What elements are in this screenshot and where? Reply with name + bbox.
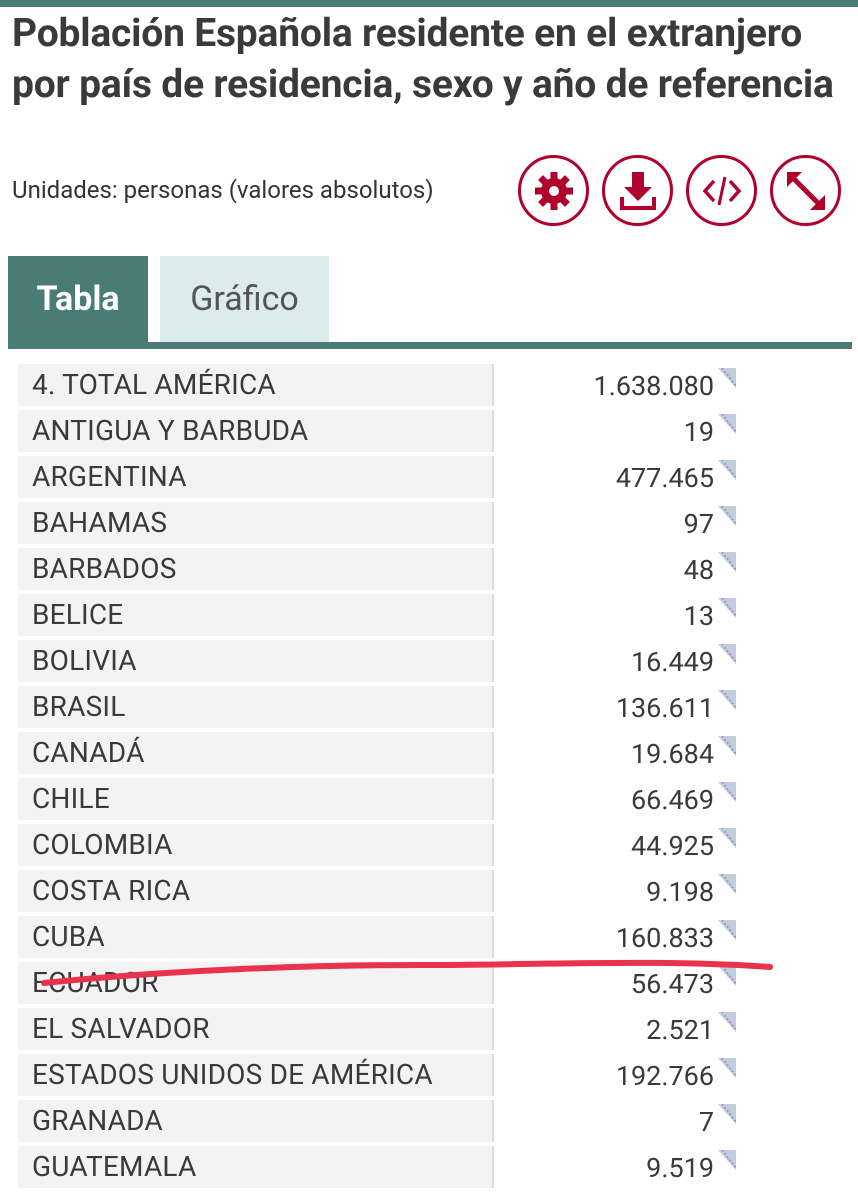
units-label: Unidades: personas (valores absolutos) <box>12 176 434 204</box>
table-row: BRASIL 136.611 <box>18 684 778 730</box>
info-flag-icon[interactable] <box>718 414 736 434</box>
info-flag-icon[interactable] <box>718 1104 736 1124</box>
row-value: 477.465 <box>615 462 714 494</box>
row-value: 19.684 <box>631 738 714 770</box>
info-flag-icon[interactable] <box>718 828 736 848</box>
row-label: BOLIVIA <box>18 640 494 682</box>
row-label: BELICE <box>18 594 494 636</box>
table-row: BAHAMAS 97 <box>18 500 778 546</box>
settings-button[interactable] <box>518 155 589 226</box>
info-flag-icon[interactable] <box>718 966 736 986</box>
info-flag-icon[interactable] <box>718 690 736 710</box>
info-flag-icon[interactable] <box>718 736 736 756</box>
row-value: 7 <box>698 1106 714 1138</box>
row-label: CHILE <box>18 778 494 820</box>
info-flag-icon[interactable] <box>718 368 736 388</box>
table-row: CANADÁ 19.684 <box>18 730 778 776</box>
row-label: ANTIGUA Y BARBUDA <box>18 410 494 452</box>
row-label: BAHAMAS <box>18 502 494 544</box>
tab-grafico[interactable]: Gráfico <box>160 256 329 342</box>
table-row: ESTADOS UNIDOS DE AMÉRICA 192.766 <box>18 1052 778 1098</box>
table-row: GUATEMALA 9.519 <box>18 1144 778 1190</box>
table-row: BELICE 13 <box>18 592 778 638</box>
row-label: GRANADA <box>18 1100 494 1142</box>
row-value: 44.925 <box>631 830 714 862</box>
row-label: BRASIL <box>18 686 494 728</box>
row-value: 160.833 <box>615 922 714 954</box>
table-row: 4. TOTAL AMÉRICA 1.638.080 <box>18 362 778 408</box>
info-flag-icon[interactable] <box>718 1058 736 1078</box>
info-flag-icon[interactable] <box>718 782 736 802</box>
info-flag-icon[interactable] <box>718 874 736 894</box>
download-button[interactable] <box>602 155 673 226</box>
row-value: 9.519 <box>646 1152 714 1184</box>
row-label: CANADÁ <box>18 732 494 774</box>
row-label: 4. TOTAL AMÉRICA <box>18 364 494 406</box>
row-value: 1.638.080 <box>593 370 714 402</box>
data-table: 4. TOTAL AMÉRICA 1.638.080 ANTIGUA Y BAR… <box>18 362 778 1190</box>
row-value: 2.521 <box>646 1014 714 1046</box>
row-label: ECUADOR <box>18 962 494 1004</box>
tab-tabla[interactable]: Tabla <box>8 256 148 342</box>
gear-icon <box>534 171 573 210</box>
table-row: ECUADOR 56.473 <box>18 960 778 1006</box>
row-label: EL SALVADOR <box>18 1008 494 1050</box>
table-row: BARBADOS 48 <box>18 546 778 592</box>
page-title: Población Española residente en el extra… <box>12 10 834 107</box>
row-label: GUATEMALA <box>18 1146 494 1188</box>
info-flag-icon[interactable] <box>718 1150 736 1170</box>
info-flag-icon[interactable] <box>718 598 736 618</box>
embed-button[interactable] <box>686 155 757 226</box>
row-value: 16.449 <box>631 646 714 678</box>
table-row: COSTA RICA 9.198 <box>18 868 778 914</box>
row-value: 13 <box>683 600 714 632</box>
info-flag-icon[interactable] <box>718 920 736 940</box>
info-flag-icon[interactable] <box>718 644 736 664</box>
expand-icon <box>786 171 825 210</box>
row-value: 9.198 <box>646 876 714 908</box>
download-icon <box>619 171 656 210</box>
row-value: 48 <box>683 554 714 586</box>
table-row: GRANADA 7 <box>18 1098 778 1144</box>
row-label: COSTA RICA <box>18 870 494 912</box>
row-label: ARGENTINA <box>18 456 494 498</box>
table-row: BOLIVIA 16.449 <box>18 638 778 684</box>
table-row: CUBA 160.833 <box>18 914 778 960</box>
row-value: 19 <box>683 416 714 448</box>
table-row: EL SALVADOR 2.521 <box>18 1006 778 1052</box>
row-value: 97 <box>683 508 714 540</box>
table-row: CHILE 66.469 <box>18 776 778 822</box>
row-label: COLOMBIA <box>18 824 494 866</box>
row-value: 56.473 <box>631 968 714 1000</box>
top-accent-rule <box>0 0 858 7</box>
tab-underline <box>8 342 852 349</box>
view-tabs: Tabla Gráfico <box>8 256 852 350</box>
info-flag-icon[interactable] <box>718 460 736 480</box>
row-label: ESTADOS UNIDOS DE AMÉRICA <box>18 1054 494 1096</box>
row-label: BARBADOS <box>18 548 494 590</box>
row-label: CUBA <box>18 916 494 958</box>
row-value: 136.611 <box>615 692 714 724</box>
fullscreen-button[interactable] <box>770 155 841 226</box>
table-row: ARGENTINA 477.465 <box>18 454 778 500</box>
row-value: 66.469 <box>631 784 714 816</box>
code-icon <box>702 176 741 205</box>
row-value: 192.766 <box>615 1060 714 1092</box>
info-flag-icon[interactable] <box>718 1012 736 1032</box>
info-flag-icon[interactable] <box>718 552 736 572</box>
table-row: ANTIGUA Y BARBUDA 19 <box>18 408 778 454</box>
info-flag-icon[interactable] <box>718 506 736 526</box>
table-row: COLOMBIA 44.925 <box>18 822 778 868</box>
